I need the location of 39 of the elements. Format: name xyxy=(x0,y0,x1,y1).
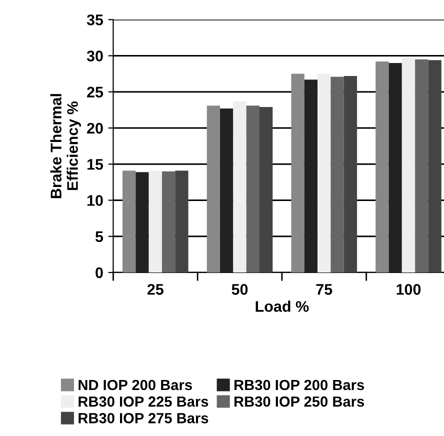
bar xyxy=(291,74,304,272)
x-tick-label: 100 xyxy=(396,284,421,295)
y-tick-label: 10 xyxy=(87,195,103,206)
bar xyxy=(330,76,344,272)
bar xyxy=(376,62,389,272)
y-tick-label: 25 xyxy=(87,86,104,98)
bar xyxy=(220,108,234,272)
legend-label: ND IOP 200 Bars xyxy=(78,380,192,390)
x-tick-label: 25 xyxy=(147,284,164,295)
x-axis-title: Load % xyxy=(256,300,309,312)
bar xyxy=(122,170,136,272)
bar xyxy=(233,101,246,272)
bar xyxy=(304,80,318,272)
y-tick-label: 35 xyxy=(86,14,104,26)
bar xyxy=(388,62,402,272)
x-tick-label: 75 xyxy=(316,284,332,295)
bar xyxy=(148,170,162,272)
y-tick-label: 0 xyxy=(96,267,103,278)
legend-label: RB30 IOP 225 Bars xyxy=(78,396,208,407)
y-tick-label: 30 xyxy=(86,50,103,62)
bar xyxy=(162,171,176,272)
y-tick-label: 20 xyxy=(87,122,103,134)
y-axis-title: Brake Thermal Efficiency % xyxy=(50,94,81,198)
legend-label: RB30 IOP 275 Bars xyxy=(78,413,208,424)
bar xyxy=(428,60,442,272)
bar xyxy=(260,107,273,272)
bar xyxy=(206,106,220,272)
bar xyxy=(175,170,188,272)
bar xyxy=(415,59,428,272)
bar xyxy=(402,58,416,272)
y-tick-label: 5 xyxy=(95,231,104,242)
bar xyxy=(246,106,260,272)
bar xyxy=(344,76,358,272)
x-tick-label: 50 xyxy=(232,284,248,295)
bar xyxy=(136,172,149,272)
legend-label: RB30 IOP 200 Bars xyxy=(234,380,364,390)
y-tick-label: 15 xyxy=(87,159,104,170)
legend-label: RB30 IOP 250 Bars xyxy=(234,396,364,407)
bar xyxy=(318,74,331,272)
